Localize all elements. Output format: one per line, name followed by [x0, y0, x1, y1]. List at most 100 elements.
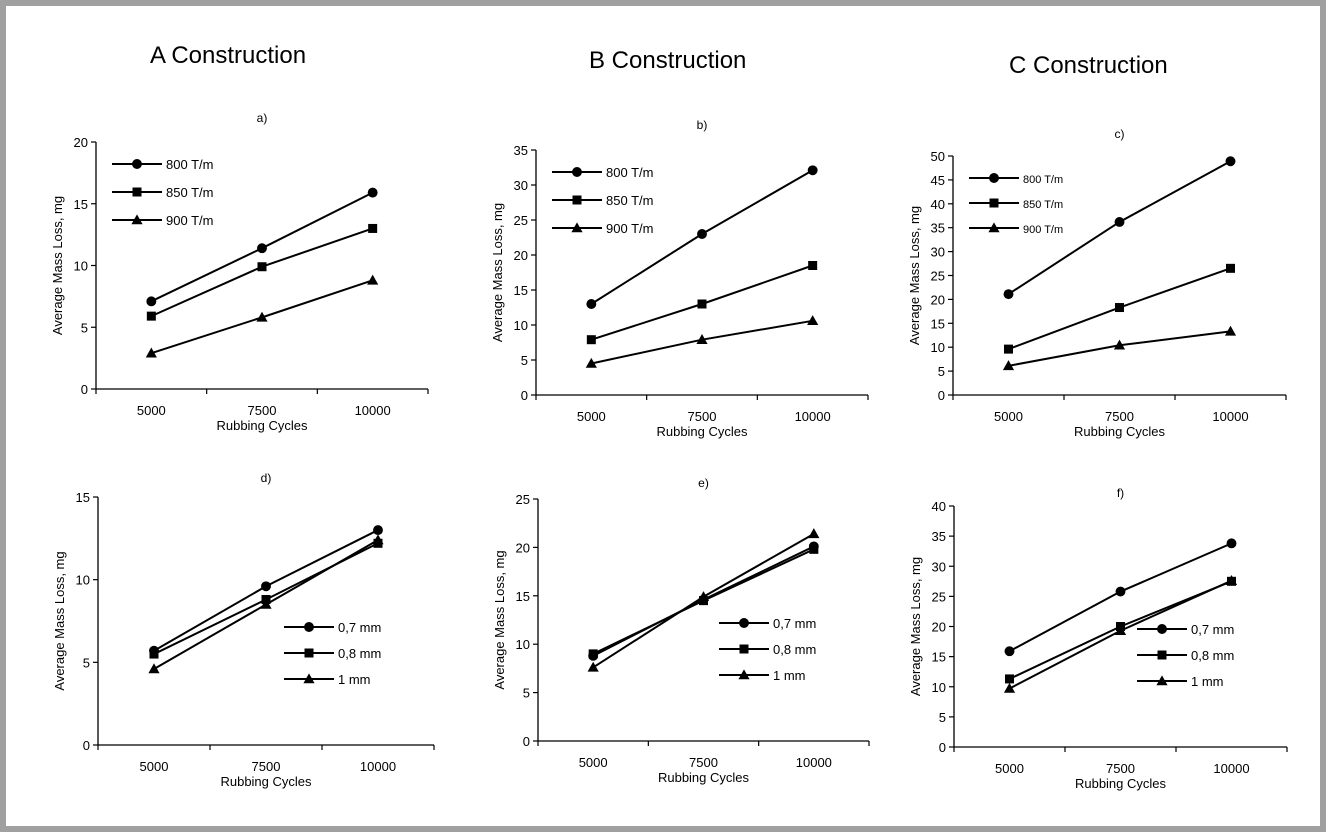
x-axis-label: Rubbing Cycles [656, 424, 748, 439]
data-point [1115, 303, 1124, 313]
legend-item: 0,8 mm [284, 646, 381, 661]
series-circle [146, 187, 378, 307]
legend: 0,7 mm 0,8 mm 1 mm [1137, 622, 1234, 689]
legend-marker [571, 222, 583, 233]
legend-marker [572, 195, 582, 205]
data-point [807, 315, 819, 326]
data-point [257, 262, 267, 272]
data-point [1114, 217, 1125, 227]
x-tick-label: 10000 [355, 403, 391, 418]
data-point [808, 528, 820, 539]
y-tick-label: 10 [931, 340, 945, 355]
legend-marker [1157, 650, 1167, 660]
y-tick-label: 5 [939, 710, 946, 725]
x-tick-label: 7500 [1105, 409, 1134, 424]
y-tick-label: 40 [932, 499, 946, 514]
legend: 800 T/m 850 T/m 900 T/m [112, 157, 213, 228]
y-tick-label: 15 [932, 650, 946, 665]
legend: 800 T/m 850 T/m 900 T/m [969, 173, 1063, 236]
data-point [1226, 263, 1235, 273]
x-tick-label: 5000 [140, 759, 169, 774]
legend-label: 1 mm [1191, 674, 1224, 689]
x-tick-label: 5000 [579, 755, 608, 770]
data-point [1004, 344, 1013, 354]
legend-label: 900 T/m [606, 221, 653, 236]
data-point [260, 598, 272, 609]
x-tick-label: 10000 [1213, 761, 1249, 776]
y-tick-label: 0 [939, 740, 946, 755]
y-tick-label: 20 [516, 540, 530, 555]
x-tick-label: 5000 [994, 409, 1023, 424]
legend-marker [304, 648, 314, 658]
series-triangle [585, 315, 819, 368]
chart-title: c) [1115, 127, 1125, 141]
y-tick-label: 30 [932, 559, 946, 574]
x-tick-label: 7500 [248, 403, 277, 418]
legend-label: 800 T/m [1023, 174, 1063, 186]
legend-item: 850 T/m [969, 198, 1063, 211]
y-tick-label: 30 [514, 178, 528, 193]
legend-item: 900 T/m [112, 213, 213, 228]
x-axis-label: Rubbing Cycles [658, 770, 750, 785]
series-square [586, 261, 818, 345]
y-tick-label: 5 [523, 686, 530, 701]
x-tick-label: 7500 [688, 409, 717, 424]
data-point [1225, 575, 1238, 585]
legend-label: 1 mm [773, 668, 806, 683]
x-tick-label: 7500 [1106, 761, 1135, 776]
y-tick-label: 20 [931, 292, 945, 307]
data-point [373, 525, 383, 536]
header-b-construction: B Construction [589, 47, 747, 74]
legend-item: 0,8 mm [1137, 648, 1234, 663]
y-tick-label: 30 [931, 245, 945, 260]
data-point [368, 223, 378, 233]
legend-marker [989, 173, 999, 183]
legend-marker [132, 187, 142, 197]
x-tick-label: 5000 [995, 761, 1024, 776]
y-axis-label: Average Mass Loss, mg [907, 206, 922, 345]
legend-marker [988, 222, 1000, 233]
data-point [808, 261, 818, 270]
legend-item: 1 mm [284, 672, 371, 687]
y-axis-label: Average Mass Loss, mg [490, 203, 505, 342]
data-point [367, 274, 379, 285]
series-triangle [145, 274, 379, 358]
legend-marker [739, 644, 749, 654]
y-tick-label: 20 [932, 620, 946, 635]
y-axis-label: Average Mass Loss, mg [492, 550, 507, 689]
legend-marker [739, 618, 749, 628]
legend-marker [572, 167, 582, 177]
chart-d: d) 0 5 10 15 5000 7500 10000 Rubbing Cycles Avera… [52, 471, 435, 789]
series-triangle [148, 534, 384, 674]
chart-title: e) [698, 476, 709, 490]
x-axis-label: Rubbing Cycles [1075, 776, 1167, 791]
y-tick-label: 20 [74, 135, 88, 150]
y-tick-label: 5 [83, 655, 90, 670]
y-tick-label: 40 [931, 197, 945, 212]
series-circle [1004, 538, 1237, 657]
data-point [696, 334, 708, 344]
x-axis-label: Rubbing Cycles [220, 774, 312, 789]
chart-f: f) 0 5 10 15 20 25 30 35 40 5000 7500 10000 Rubbing C… [908, 486, 1288, 791]
legend-marker [132, 159, 142, 169]
chart-a: a) 0 5 10 15 20 5000 7500 10000 Rubbing Cycles Ave… [50, 111, 429, 433]
y-tick-label: 35 [514, 143, 528, 158]
series-square [1004, 263, 1235, 354]
y-axis-label: Average Mass Loss, mg [908, 557, 923, 696]
series-circle [149, 525, 383, 656]
legend-item: 1 mm [719, 668, 806, 683]
data-point [586, 335, 596, 345]
header-a-construction: A Construction [150, 42, 307, 69]
y-tick-label: 15 [931, 316, 945, 331]
y-tick-label: 5 [938, 364, 945, 379]
legend-marker [304, 622, 314, 632]
legend-item: 0,7 mm [1137, 622, 1234, 637]
y-tick-label: 10 [76, 573, 90, 588]
legend-marker [303, 673, 315, 684]
legend-label: 800 T/m [606, 165, 653, 180]
data-point [1226, 538, 1237, 549]
y-tick-label: 20 [514, 248, 528, 263]
legend: 800 T/m 850 T/m 900 T/m [552, 165, 653, 236]
y-tick-label: 0 [83, 738, 90, 753]
